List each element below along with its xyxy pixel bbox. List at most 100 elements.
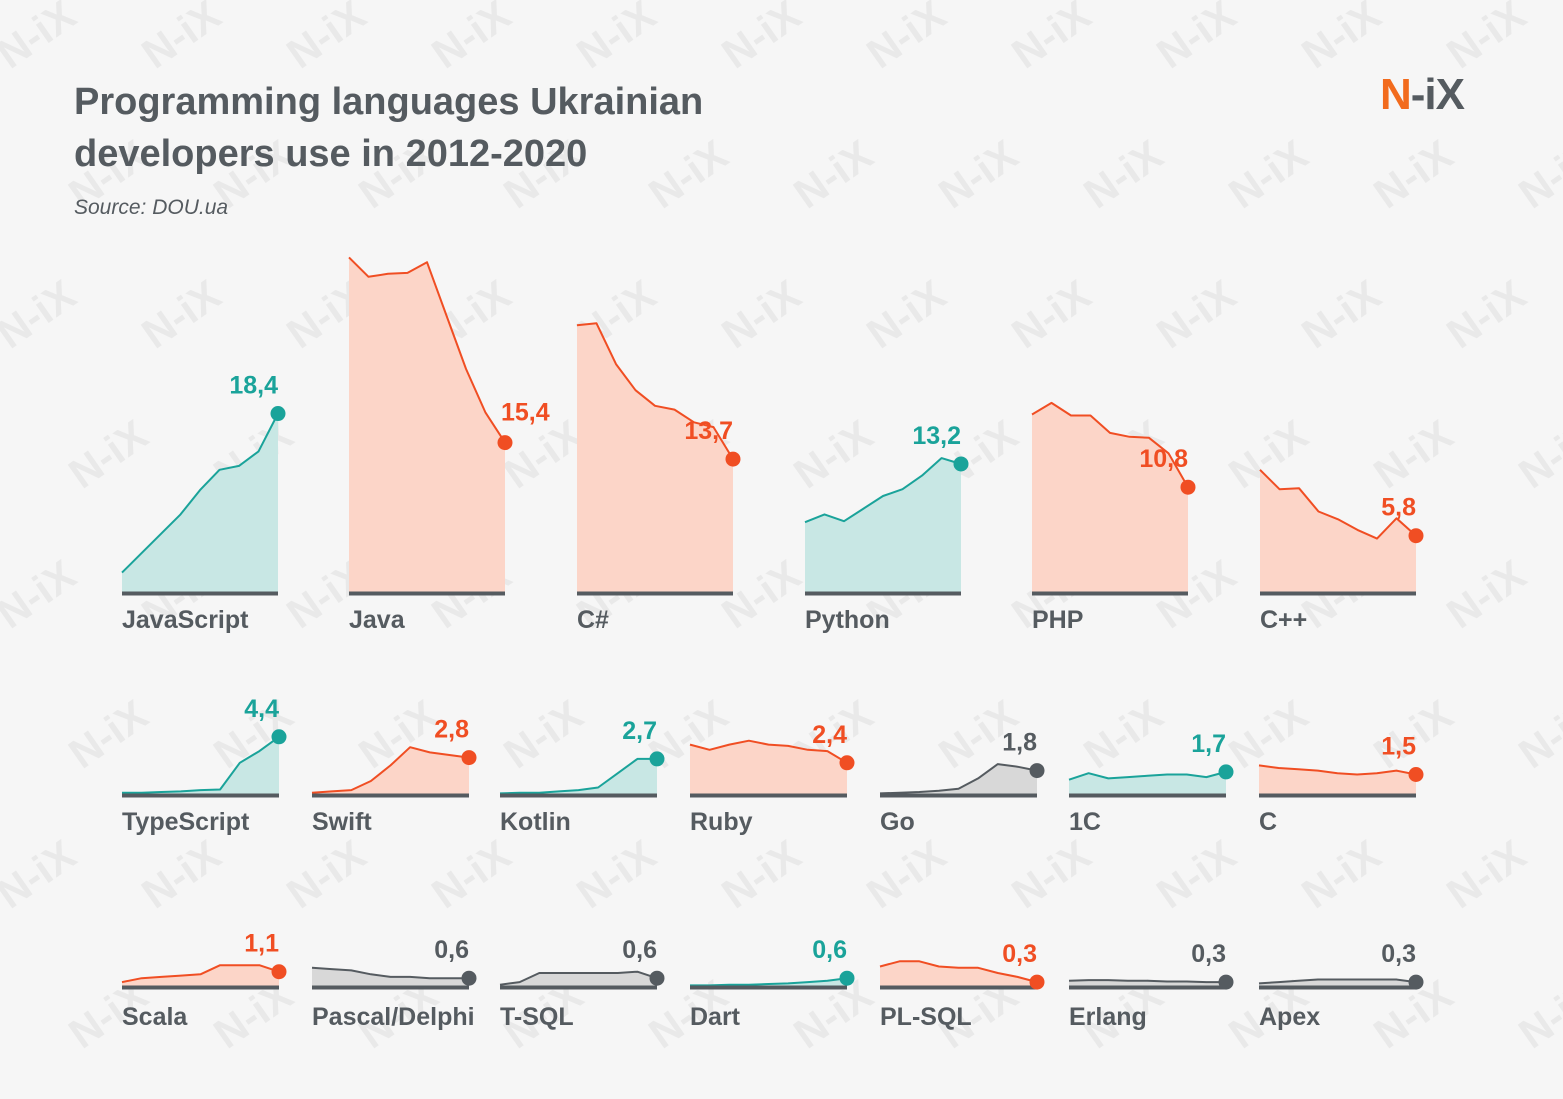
series-area bbox=[805, 458, 961, 592]
category-label: T-SQL bbox=[500, 1003, 574, 1031]
panel-1c: 1,7 1C bbox=[1068, 730, 1234, 836]
end-point-marker bbox=[1408, 528, 1424, 544]
series-line bbox=[499, 757, 657, 795]
value-label: 10,8 bbox=[1139, 445, 1188, 473]
series-line bbox=[311, 966, 469, 980]
category-label: JavaScript bbox=[122, 606, 249, 634]
series-line bbox=[804, 457, 962, 524]
value-label: 0,6 bbox=[434, 936, 469, 964]
chart-title: Programming languages Ukrainian develope… bbox=[74, 76, 774, 180]
end-point-marker bbox=[649, 751, 665, 767]
source-note: Source: DOU.ua bbox=[74, 196, 229, 219]
panel-typescript: 4,4 TypeScript bbox=[122, 695, 287, 836]
value-label: 13,2 bbox=[912, 422, 961, 450]
series-area bbox=[500, 971, 657, 986]
panel-c-: 5,8 C++ bbox=[1259, 469, 1424, 634]
series-line bbox=[311, 746, 470, 794]
logo-letter-n: N bbox=[1380, 70, 1412, 119]
series-line bbox=[879, 960, 1038, 984]
category-label: C bbox=[1259, 808, 1277, 836]
value-label: 1,8 bbox=[1002, 729, 1037, 757]
end-point-marker bbox=[1218, 974, 1234, 990]
series-area bbox=[1032, 402, 1188, 592]
series-area bbox=[880, 764, 1037, 794]
series-area bbox=[690, 978, 847, 986]
category-label: Pascal/Delphi bbox=[312, 1003, 475, 1031]
value-label: 18,4 bbox=[229, 372, 278, 400]
value-label: 0,3 bbox=[1191, 940, 1226, 968]
end-point-marker bbox=[839, 970, 855, 986]
series-area bbox=[312, 747, 469, 794]
end-point-marker bbox=[839, 755, 855, 771]
panel-pascal-delphi: 0,6 Pascal/Delphi bbox=[311, 936, 477, 1031]
value-label: 0,6 bbox=[622, 936, 657, 964]
end-point-marker bbox=[1408, 974, 1424, 990]
series-line bbox=[1259, 469, 1417, 540]
end-point-marker bbox=[1408, 767, 1424, 782]
category-label: PL-SQL bbox=[880, 1003, 972, 1031]
series-area bbox=[122, 965, 279, 986]
value-label: 15,4 bbox=[501, 399, 550, 427]
category-label: 1C bbox=[1069, 808, 1101, 836]
title-line-2: developers use in 2012-2020 bbox=[74, 133, 588, 175]
company-logo: N-iX bbox=[1380, 70, 1465, 120]
category-label: Go bbox=[880, 808, 915, 836]
category-label: Ruby bbox=[690, 808, 753, 836]
end-point-marker bbox=[271, 729, 287, 745]
series-area bbox=[122, 413, 278, 592]
end-point-marker bbox=[461, 750, 477, 766]
category-label: PHP bbox=[1032, 606, 1083, 634]
category-label: Apex bbox=[1259, 1003, 1320, 1031]
series-area bbox=[577, 323, 733, 592]
end-point-marker bbox=[461, 970, 477, 986]
value-label: 4,4 bbox=[244, 695, 279, 723]
end-point-marker bbox=[725, 451, 741, 467]
series-line bbox=[1068, 770, 1227, 781]
series-area bbox=[349, 257, 505, 592]
value-label: 1,5 bbox=[1381, 733, 1416, 761]
series-area bbox=[1260, 469, 1416, 592]
value-label: 2,8 bbox=[434, 716, 469, 744]
category-label: Erlang bbox=[1069, 1003, 1147, 1031]
value-label: 0,3 bbox=[1002, 940, 1037, 968]
panel-pl-sql: 0,3 PL-SQL bbox=[879, 940, 1045, 1031]
end-point-marker bbox=[271, 964, 287, 980]
value-label: 0,3 bbox=[1381, 940, 1416, 968]
series-area bbox=[1069, 771, 1226, 794]
category-label: C# bbox=[577, 606, 609, 634]
series-line bbox=[122, 735, 280, 794]
value-label: 13,7 bbox=[684, 417, 733, 445]
title-line-1: Programming languages Ukrainian bbox=[74, 81, 704, 123]
panel-python: 13,2 Python bbox=[804, 422, 969, 634]
end-point-marker bbox=[1218, 764, 1234, 780]
value-label: 2,4 bbox=[812, 721, 847, 749]
category-label: Swift bbox=[312, 808, 372, 836]
category-label: Kotlin bbox=[500, 808, 571, 836]
panel-scala: 1,1 Scala bbox=[121, 930, 287, 1031]
panel-php: 10,8 PHP bbox=[1031, 401, 1196, 634]
panel-javascript: 18,4 JavaScript bbox=[121, 372, 286, 634]
panel-c-: 13,7 C# bbox=[576, 322, 741, 634]
panel-ruby: 2,4 Ruby bbox=[689, 721, 855, 836]
end-point-marker bbox=[1180, 479, 1196, 495]
end-point-marker bbox=[1029, 763, 1045, 779]
category-label: Scala bbox=[122, 1003, 188, 1031]
series-line bbox=[121, 413, 279, 574]
value-label: 1,1 bbox=[244, 930, 279, 958]
value-label: 0,6 bbox=[812, 936, 847, 964]
series-area bbox=[122, 736, 279, 794]
series-area bbox=[880, 961, 1037, 986]
category-label: C++ bbox=[1260, 606, 1307, 634]
series-area bbox=[1259, 765, 1416, 794]
category-label: Dart bbox=[690, 1003, 741, 1031]
end-point-marker bbox=[649, 970, 665, 986]
panel-dart: 0,6 Dart bbox=[690, 936, 855, 1031]
panel-java: 15,4 Java bbox=[348, 256, 550, 634]
end-point-marker bbox=[953, 456, 969, 472]
series-line bbox=[689, 739, 848, 764]
category-label: Java bbox=[349, 606, 406, 634]
series-line bbox=[499, 970, 658, 986]
series-line bbox=[879, 763, 1038, 795]
value-label: 5,8 bbox=[1381, 494, 1416, 522]
